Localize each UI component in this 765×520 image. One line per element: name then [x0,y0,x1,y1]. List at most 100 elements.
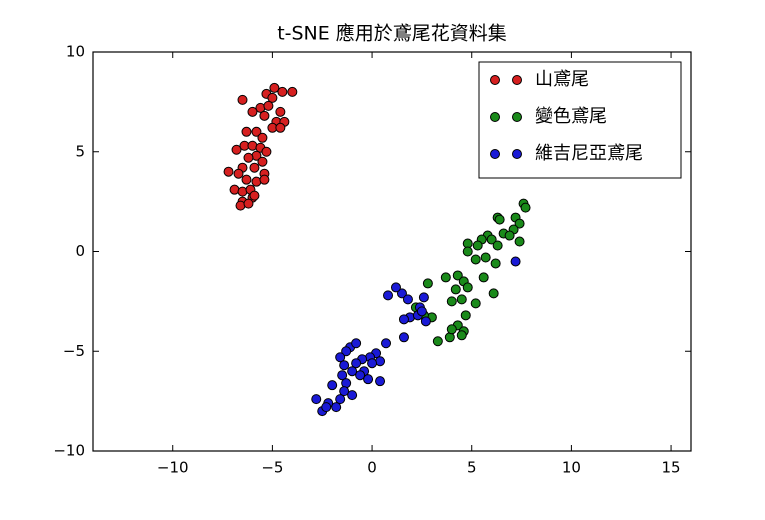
point [259,174,270,185]
point [223,166,234,177]
point [243,152,254,163]
point [321,402,332,413]
point [504,230,515,241]
x-tick-label: 5 [467,459,477,477]
point [490,258,501,269]
plot-frame [92,51,692,452]
point [398,314,409,325]
point [375,376,386,387]
point [456,330,467,341]
point [390,282,401,293]
point [418,292,429,303]
x-tick-label: −10 [157,459,189,477]
chart-title: t-SNE 應用於鳶尾花資料集 [277,22,507,45]
y-tick-label: −5 [63,342,85,360]
legend-marker [490,75,500,85]
point [472,240,483,251]
point [450,284,461,295]
y-tick-label: 10 [66,43,85,61]
legend-marker [512,75,522,85]
point [480,252,491,263]
point [460,310,471,321]
point [267,92,278,103]
point [247,106,258,117]
point [381,338,392,349]
point [446,324,457,335]
point [478,272,489,283]
point [432,336,443,347]
point [420,316,431,327]
point [470,254,481,265]
legend-marker [512,149,522,159]
point [275,106,286,117]
point [367,358,378,369]
point [261,146,272,157]
legend-label: 變色鳶尾 [535,106,607,127]
point [335,394,346,405]
x-tick-label: 15 [662,459,681,477]
point [486,234,497,245]
point [396,288,407,299]
point [251,126,262,137]
point [488,288,499,299]
point [355,370,366,381]
point [446,296,457,307]
point [241,126,252,137]
point [422,278,433,289]
point [351,338,362,349]
point [331,402,342,413]
point [492,240,503,251]
point [311,394,322,405]
point [249,162,260,173]
point [351,358,362,369]
legend-marker [490,149,500,159]
point [462,282,473,293]
point [347,390,358,401]
y-tick-label: −10 [53,442,85,460]
point [402,294,413,305]
x-tick-label: −5 [261,459,283,477]
x-tick-label: 0 [367,459,377,477]
point [347,366,358,377]
x-tick-label: 10 [562,459,581,477]
point [383,290,394,301]
point [269,82,280,93]
point [514,236,525,247]
point [287,86,298,97]
point [494,214,505,225]
point [237,94,248,105]
legend-label: 山鳶尾 [535,69,589,90]
point [257,132,268,143]
point [470,298,481,309]
point [398,332,409,343]
legend-label: 維吉尼亞鳶尾 [535,143,643,164]
point [514,218,525,229]
legend-marker [512,112,522,122]
point [462,246,473,257]
point [249,190,260,201]
point [335,352,346,363]
point [339,386,350,397]
point [241,174,252,185]
point [233,168,244,179]
point [327,380,338,391]
point [337,370,348,381]
point [440,272,451,283]
point [520,202,531,213]
point [341,346,352,357]
y-tick-label: 5 [75,142,85,160]
point [263,100,274,111]
point [456,294,467,305]
y-tick-label: 0 [75,242,85,260]
legend-marker [490,112,500,122]
point [231,144,242,155]
point [275,122,286,133]
point [510,256,521,267]
point [257,156,268,167]
point [339,360,350,371]
point [416,306,427,317]
point [363,374,374,385]
point [243,198,254,209]
